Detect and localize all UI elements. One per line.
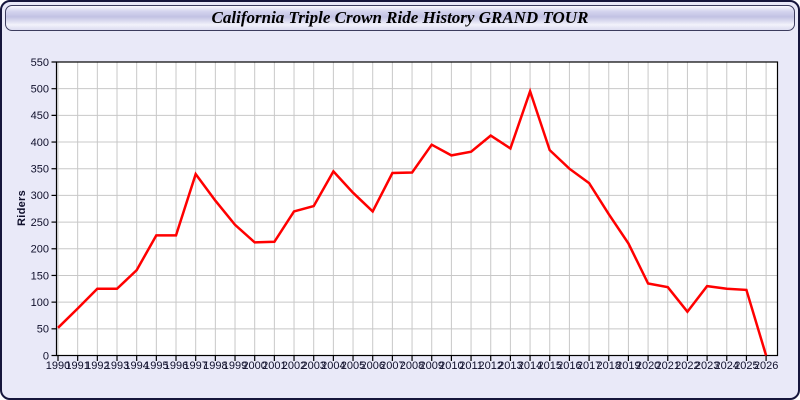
svg-text:2026: 2026	[754, 360, 778, 372]
axis-ticks	[51, 61, 767, 361]
svg-text:0: 0	[43, 350, 49, 362]
chart-area: Riders 0 50 100 150 200 250 300 350 400 450 500 550…	[2, 32, 798, 398]
svg-text:1997: 1997	[183, 360, 207, 372]
svg-text:1993: 1993	[105, 360, 129, 372]
svg-text:1996: 1996	[164, 360, 188, 372]
svg-text:300: 300	[31, 190, 49, 202]
svg-text:100: 100	[31, 297, 49, 309]
svg-text:2005: 2005	[341, 360, 365, 372]
grid-lines	[56, 62, 778, 356]
svg-text:1994: 1994	[124, 360, 148, 372]
svg-text:2022: 2022	[675, 360, 699, 372]
svg-text:1991: 1991	[65, 360, 89, 372]
svg-text:2013: 2013	[498, 360, 522, 372]
title-bar: California Triple Crown Ride History GRA…	[5, 5, 795, 31]
svg-text:150: 150	[31, 270, 49, 282]
svg-text:500: 500	[31, 83, 49, 95]
data-line	[57, 87, 768, 356]
svg-text:2009: 2009	[419, 360, 443, 372]
svg-text:2011: 2011	[459, 360, 483, 372]
svg-text:350: 350	[31, 164, 49, 176]
svg-text:2025: 2025	[734, 360, 758, 372]
plot-background	[56, 62, 778, 356]
svg-text:2000: 2000	[242, 360, 266, 372]
svg-text:2007: 2007	[380, 360, 404, 372]
svg-text:2014: 2014	[518, 360, 542, 372]
svg-text:2004: 2004	[321, 360, 345, 372]
plot-border	[55, 61, 779, 357]
svg-text:250: 250	[31, 217, 49, 229]
svg-text:2023: 2023	[695, 360, 719, 372]
svg-text:2001: 2001	[262, 360, 286, 372]
svg-text:2016: 2016	[557, 360, 581, 372]
svg-text:400: 400	[31, 137, 49, 149]
y-axis-label: Riders	[16, 189, 28, 227]
svg-text:1992: 1992	[85, 360, 109, 372]
chart-title: California Triple Crown Ride History GRA…	[211, 8, 589, 27]
svg-text:2021: 2021	[656, 360, 680, 372]
svg-text:2010: 2010	[439, 360, 463, 372]
y-tick-labels: 0 50 100 150 200 250 300 350 400 450 500 550	[31, 57, 49, 362]
svg-text:2006: 2006	[360, 360, 384, 372]
svg-text:2018: 2018	[597, 360, 621, 372]
x-tick-labels: 1990199119921993199419951996199719981999…	[46, 360, 779, 372]
svg-text:1999: 1999	[223, 360, 247, 372]
svg-text:200: 200	[31, 244, 49, 256]
svg-text:2020: 2020	[636, 360, 660, 372]
svg-text:2024: 2024	[715, 360, 739, 372]
svg-text:1998: 1998	[203, 360, 227, 372]
svg-text:450: 450	[31, 110, 49, 122]
svg-text:2012: 2012	[478, 360, 502, 372]
svg-text:1990: 1990	[46, 360, 70, 372]
svg-text:2017: 2017	[577, 360, 601, 372]
svg-text:50: 50	[37, 324, 49, 336]
svg-text:2019: 2019	[616, 360, 640, 372]
svg-text:1995: 1995	[144, 360, 168, 372]
svg-text:550: 550	[31, 57, 49, 69]
svg-text:2008: 2008	[400, 360, 424, 372]
svg-text:2003: 2003	[301, 360, 325, 372]
svg-text:2002: 2002	[282, 360, 306, 372]
svg-text:2015: 2015	[537, 360, 561, 372]
